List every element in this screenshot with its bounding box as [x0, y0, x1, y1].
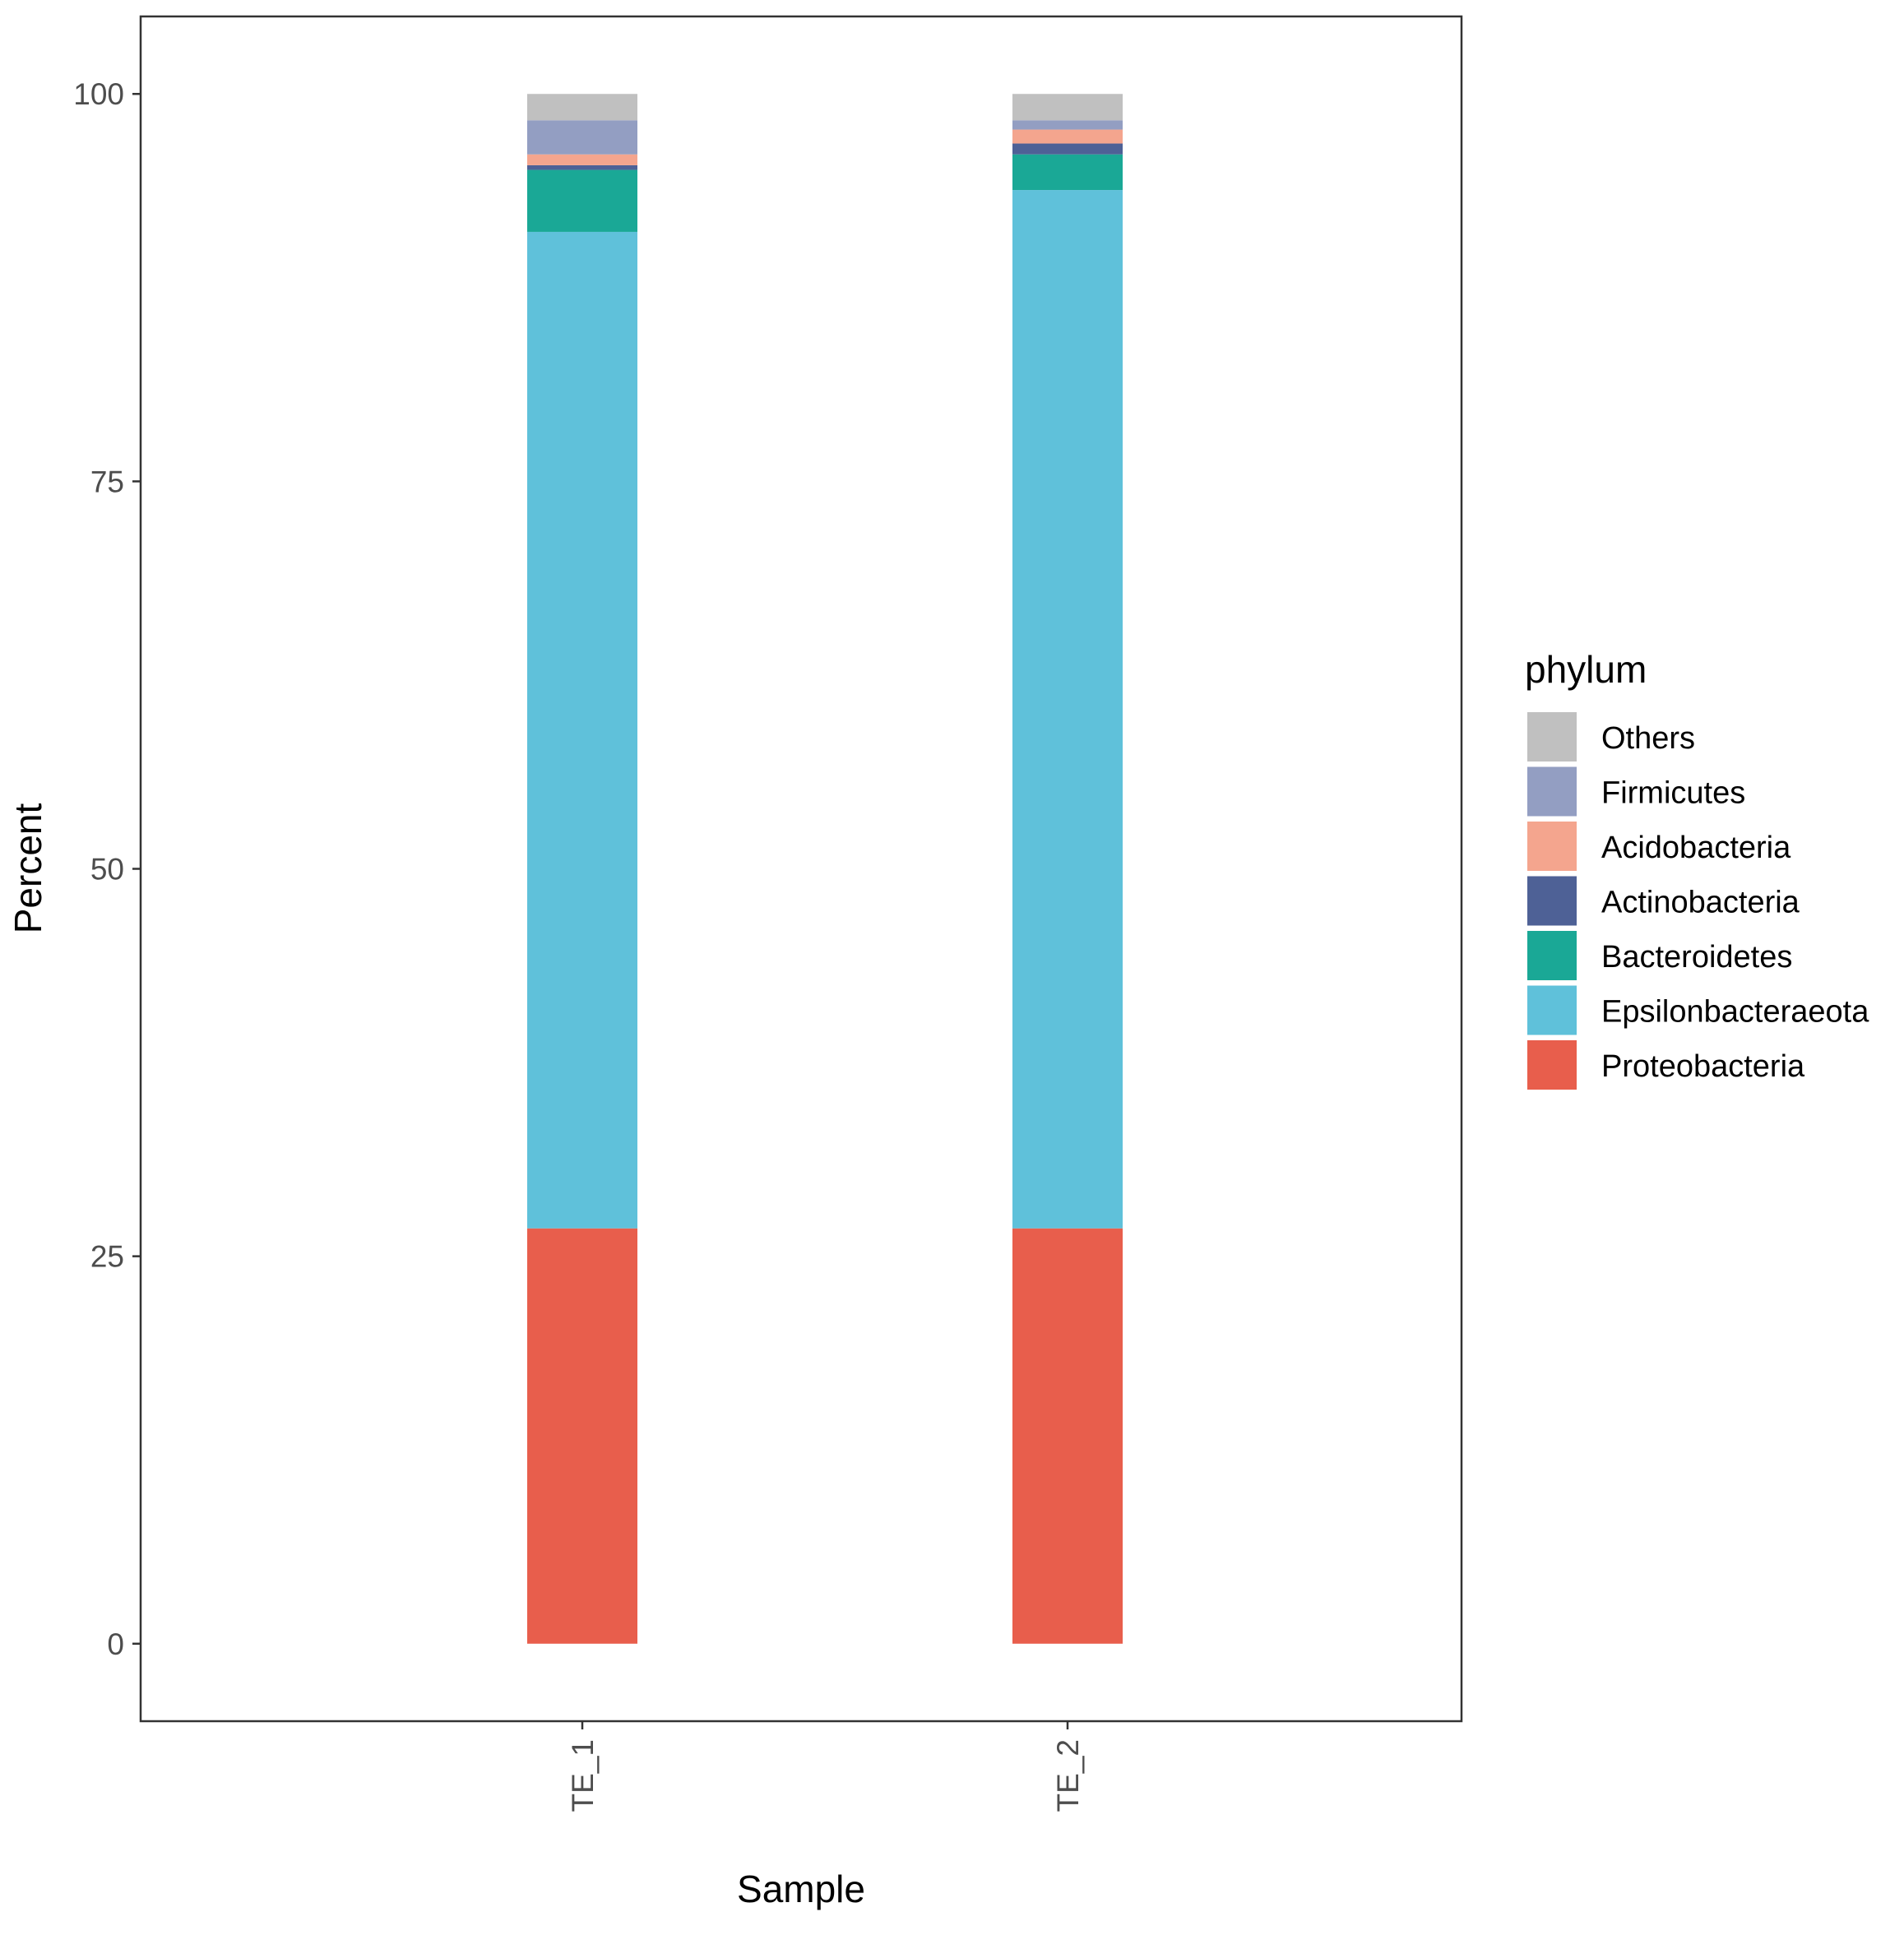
- x-axis-title: Sample: [737, 1868, 865, 1910]
- bar-segment-te-1-epsilonbacteraeota: [527, 231, 637, 1229]
- legend-key-firmicutes: [1527, 766, 1577, 817]
- legend-key-epsilonbacteraeota: [1527, 985, 1577, 1035]
- x-tick-label: TE_2: [1051, 1739, 1085, 1812]
- legend-label-bacteroidetes: Bacteroidetes: [1601, 940, 1792, 974]
- bar-segment-te-2-actinobacteria: [1012, 143, 1123, 155]
- y-axis: 0 25 50 75 100: [73, 77, 141, 1661]
- x-axis: TE_1 TE_2: [566, 1721, 1085, 1812]
- bar-segment-te-2-firmicutes: [1012, 120, 1123, 130]
- bar-segment-te-1-acidobacteria: [527, 154, 637, 165]
- bar-segment-te-1-firmicutes: [527, 120, 637, 155]
- x-tick-label: TE_1: [566, 1739, 600, 1812]
- legend: phylum Others Firmicutes Acidobacteria Acti…: [1525, 648, 1869, 1090]
- bar-segment-te-1-proteobacteria: [527, 1228, 637, 1644]
- legend-title: phylum: [1525, 648, 1647, 691]
- bar-segment-te-2-bacteroidetes: [1012, 154, 1123, 191]
- y-tick-label: 25: [90, 1240, 124, 1274]
- y-tick-label: 75: [90, 465, 124, 498]
- legend-key-acidobacteria: [1527, 822, 1577, 871]
- legend-key-bacteroidetes: [1527, 931, 1577, 980]
- legend-label-acidobacteria: Acidobacteria: [1601, 831, 1791, 865]
- legend-label-actinobacteria: Actinobacteria: [1601, 886, 1800, 920]
- bar-segment-te-2-acidobacteria: [1012, 129, 1123, 144]
- legend-key-proteobacteria: [1527, 1040, 1577, 1090]
- bar-segment-te-1-others: [527, 94, 637, 121]
- y-tick-label: 100: [73, 77, 124, 111]
- y-tick-label: 0: [107, 1627, 124, 1661]
- legend-label-firmicutes: Firmicutes: [1601, 776, 1745, 811]
- legend-items: Others Firmicutes Acidobacteria Actinobacte…: [1527, 712, 1869, 1090]
- legend-key-others: [1527, 712, 1577, 762]
- bar-segment-te-1-bacteroidetes: [527, 169, 637, 232]
- y-axis-title: Percent: [7, 803, 49, 934]
- bar-segment-te-2-epsilonbacteraeota: [1012, 190, 1123, 1229]
- bar-segment-te-2-others: [1012, 94, 1123, 121]
- legend-label-others: Others: [1601, 721, 1695, 756]
- bars-layer: [527, 94, 1123, 1644]
- legend-label-epsilonbacteraeota: Epsilonbacteraeota: [1601, 995, 1869, 1030]
- bar-segment-te-1-actinobacteria: [527, 164, 637, 170]
- legend-key-actinobacteria: [1527, 876, 1577, 926]
- bar-segment-te-2-proteobacteria: [1012, 1228, 1123, 1644]
- legend-label-proteobacteria: Proteobacteria: [1601, 1049, 1805, 1084]
- y-tick-label: 50: [90, 853, 124, 886]
